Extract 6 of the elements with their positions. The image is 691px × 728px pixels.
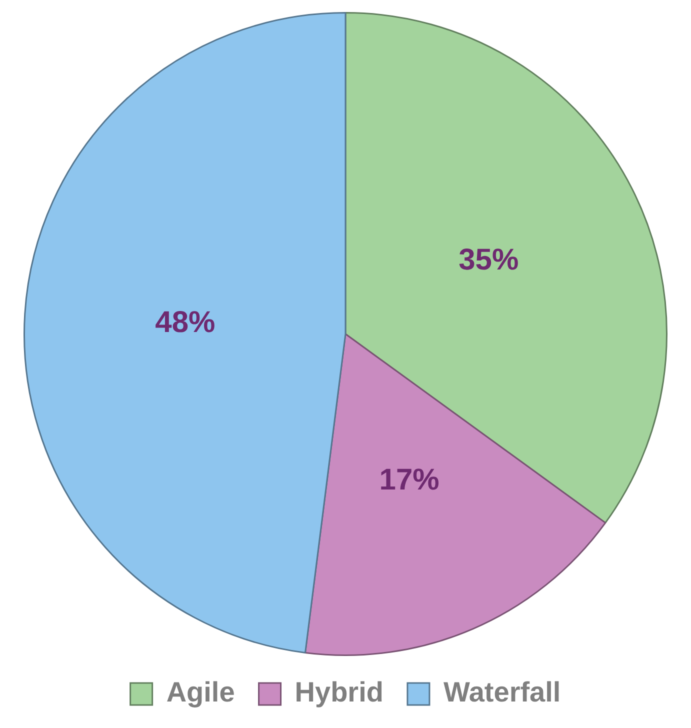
data-label: 17% xyxy=(379,464,440,497)
data-label: 48% xyxy=(155,306,216,340)
legend-label: Hybrid xyxy=(294,676,384,708)
data-label: 35% xyxy=(458,243,519,276)
legend-label: Agile xyxy=(166,676,235,708)
legend-label: Waterfall xyxy=(443,676,561,708)
